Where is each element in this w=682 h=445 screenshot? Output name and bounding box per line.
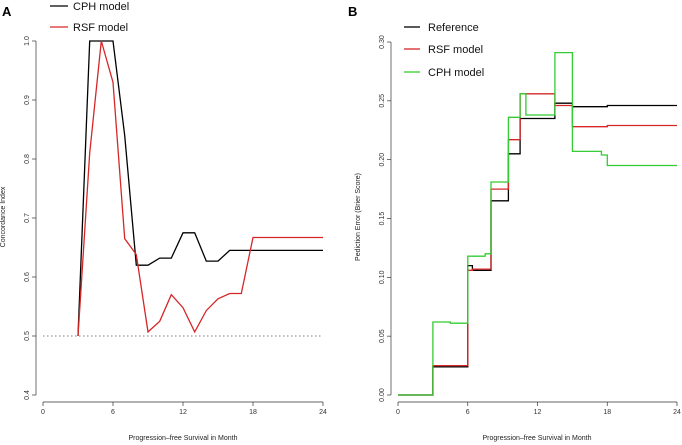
panel-b-y-axis-label: Pediction Error (Brier Score) bbox=[355, 173, 362, 261]
panel-b-axes: 0 6 12 18 24 0.00 0.05 0.10 0.15 0.20 0.25 0.30 bbox=[379, 35, 681, 416]
panel-b-x-tick-label: 6 bbox=[466, 409, 470, 416]
panel-b-legend-rsf: RSF model bbox=[428, 44, 483, 56]
panel-a-legend-rsf: RSF model bbox=[73, 22, 128, 34]
panel-a-letter: A bbox=[2, 4, 12, 19]
panel-a-y-tick-label: 0.7 bbox=[24, 213, 31, 223]
panel-a-x-tick-label: 6 bbox=[111, 409, 115, 416]
panel-b-series-cph-model bbox=[398, 51, 677, 396]
panel-a-y-tick-label: 0.6 bbox=[24, 272, 31, 282]
panel-b-y-tick-label: 0.20 bbox=[379, 153, 386, 167]
panel-a-legend: CPH model RSF model bbox=[50, 1, 129, 34]
panel-b-x-axis-label: Progression–free Survival in Month bbox=[483, 435, 592, 442]
panel-b-legend: Reference RSF model CPH model bbox=[404, 22, 484, 79]
panel-b-y-tick-label: 0.30 bbox=[379, 35, 386, 49]
panel-b-y-tick-label: 0.00 bbox=[379, 388, 386, 402]
panel-a-x-tick-label: 18 bbox=[249, 409, 257, 416]
panel-b-y-tick-label: 0.25 bbox=[379, 94, 386, 108]
panel-a-y-tick-label: 0.9 bbox=[24, 95, 31, 105]
panel-a-legend-cph: CPH model bbox=[73, 1, 129, 13]
panel-b-legend-cph: CPH model bbox=[428, 67, 484, 79]
panel-a-series bbox=[77, 40, 323, 337]
panel-a-y-tick-label: 0.5 bbox=[24, 331, 31, 341]
panel-b-legend-reference: Reference bbox=[428, 22, 479, 34]
panel-a-y-tick-label: 0.4 bbox=[24, 390, 31, 400]
panel-a-series-cph-model bbox=[77, 40, 323, 337]
panel-a-y-tick-label: 0.8 bbox=[24, 154, 31, 164]
panel-b-x-tick-label: 18 bbox=[603, 409, 611, 416]
panel-b-x-tick-label: 12 bbox=[534, 409, 542, 416]
panel-a-y-tick-label: 1.0 bbox=[24, 36, 31, 46]
panel-a-series-rsf-model bbox=[77, 40, 323, 337]
panel-b-x-tick-label: 24 bbox=[673, 409, 681, 416]
panel-a-axes: 0 6 12 18 24 0.4 0.5 0.6 0.7 0.8 0.9 1.0 bbox=[24, 36, 327, 416]
panel-a-concordance-chart: A Progression–free Survival in Month Con… bbox=[0, 1, 327, 442]
panel-b-prediction-error-chart: B Progression–free Survival in Month Ped… bbox=[348, 4, 681, 442]
panel-a-x-axis-label: Progression–free Survival in Month bbox=[129, 435, 238, 442]
panel-b-y-tick-label: 0.15 bbox=[379, 212, 386, 226]
panel-a-x-tick-label: 0 bbox=[41, 409, 45, 416]
panel-b-letter: B bbox=[348, 4, 357, 19]
panel-b-series bbox=[398, 51, 677, 396]
panel-b-y-tick-label: 0.10 bbox=[379, 270, 386, 284]
panel-a-x-tick-label: 24 bbox=[319, 409, 327, 416]
panel-a-x-tick-label: 12 bbox=[179, 409, 187, 416]
panel-b-x-tick-label: 0 bbox=[396, 409, 400, 416]
panel-a-y-axis-label: Concordance Index bbox=[0, 186, 7, 247]
panel-b-y-tick-label: 0.05 bbox=[379, 329, 386, 343]
